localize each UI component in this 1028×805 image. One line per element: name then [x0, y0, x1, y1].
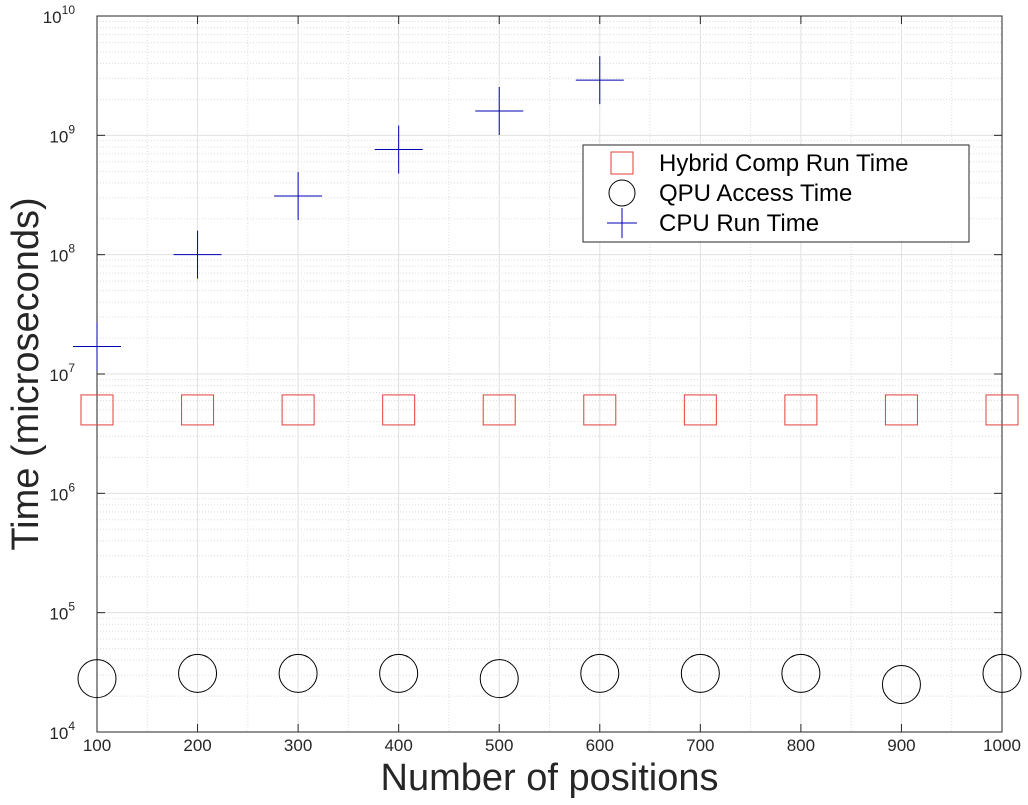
data-point [382, 394, 416, 426]
data-point [985, 394, 1019, 426]
y-tick-base: 10 [49, 724, 68, 743]
series-layer [73, 56, 1022, 705]
series-plus [73, 56, 624, 371]
y-tick-label: 1010 [43, 3, 76, 27]
data-point [781, 653, 821, 693]
y-tick-exponent: 9 [68, 122, 75, 136]
data-point [274, 172, 323, 221]
y-tick-base: 10 [49, 605, 68, 624]
legend-marker-plus [607, 208, 637, 238]
data-point [379, 653, 419, 693]
data-point [281, 394, 315, 426]
y-tick-label: 107 [49, 361, 75, 385]
y-tick-label: 106 [49, 480, 75, 504]
data-point [580, 653, 620, 693]
legend-marker-square [610, 151, 634, 175]
legend-label-cpu: CPU Run Time [659, 210, 819, 237]
x-tick-label: 600 [586, 736, 614, 755]
data-point [73, 322, 121, 371]
x-tick-label: 300 [284, 736, 312, 755]
legend: Hybrid Comp Run Time QPU Access Time CPU… [582, 144, 970, 243]
data-point [982, 653, 1022, 693]
y-tick-label: 104 [49, 719, 75, 743]
y-tick-base: 10 [49, 485, 68, 504]
legend-marker-circle [608, 179, 636, 207]
x-tick-label: 100 [83, 736, 111, 755]
x-tick-label: 1000 [983, 736, 1021, 755]
x-tick-label: 500 [485, 736, 513, 755]
data-point [181, 394, 215, 426]
data-point [575, 56, 624, 105]
data-point [77, 659, 117, 699]
data-point [884, 394, 918, 426]
data-point [173, 230, 222, 279]
x-tick-label: 700 [686, 736, 714, 755]
data-point [881, 665, 921, 705]
y-tick-exponent: 8 [68, 242, 75, 256]
y-tick-base: 10 [49, 247, 68, 266]
data-point [680, 653, 720, 693]
legend-label-hybrid: Hybrid Comp Run Time [659, 150, 908, 177]
y-tick-exponent: 5 [68, 600, 75, 614]
legend-markers [607, 151, 637, 238]
x-tick-label: 200 [183, 736, 211, 755]
legend-box [582, 144, 970, 243]
y-tick-base: 10 [43, 8, 62, 27]
y-tick-base: 10 [49, 366, 68, 385]
data-point [479, 659, 519, 699]
y-tick-exponent: 10 [62, 3, 76, 17]
y-tick-label: 108 [49, 242, 75, 266]
data-point [683, 394, 717, 426]
y-tick-exponent: 6 [68, 480, 75, 494]
series-square [80, 394, 1019, 426]
data-point [583, 394, 617, 426]
legend-label-qpu: QPU Access Time [659, 180, 852, 207]
data-point [374, 125, 423, 174]
y-axis-label: Time (microseconds) [5, 197, 47, 550]
x-axis-label: Number of positions [381, 757, 719, 799]
data-point [80, 394, 114, 426]
y-tick-label: 109 [49, 122, 75, 146]
data-point [278, 653, 318, 693]
data-point [784, 394, 818, 426]
y-tick-exponent: 4 [68, 719, 75, 733]
y-tick-base: 10 [49, 127, 68, 146]
series-circle [77, 653, 1022, 705]
axis-ticks: 100 200 300 400 500 600 700 800 900 1000104105106… [43, 3, 1021, 755]
y-tick-exponent: 7 [68, 361, 75, 375]
data-point [482, 394, 516, 426]
x-tick-label: 900 [887, 736, 915, 755]
x-tick-label: 400 [384, 736, 412, 755]
x-tick-label: 800 [787, 736, 815, 755]
y-tick-label: 105 [49, 600, 75, 624]
data-point [178, 653, 218, 693]
data-point [475, 86, 524, 135]
